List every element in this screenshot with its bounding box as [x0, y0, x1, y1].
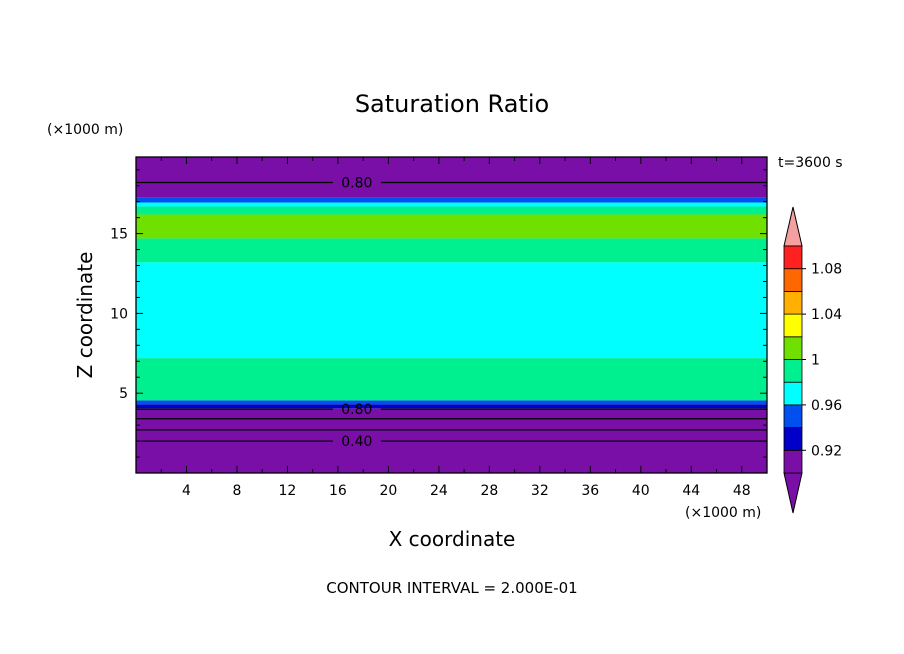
x-tick-label: 40 — [632, 483, 650, 499]
colorbar-swatch-1 — [783, 427, 803, 451]
x-tick-label: 48 — [733, 483, 751, 499]
contour-band-6 — [136, 214, 767, 239]
x-tick-label: 36 — [581, 483, 599, 499]
plot-frame — [135, 156, 768, 474]
contour-band-4 — [136, 262, 767, 359]
colorbar-over-arrow — [783, 206, 803, 247]
x-axis-unit: (×1000 m) — [685, 505, 761, 521]
plot-area: 0.40 0.80 0.80 — [135, 156, 768, 474]
y-axis-unit: (×1000 m) — [47, 122, 123, 138]
x-tick-label: 16 — [329, 483, 347, 499]
colorbar-swatch-3 — [783, 381, 803, 406]
colorbar-swatch-8 — [783, 268, 803, 292]
x-tick-label: 12 — [279, 483, 297, 499]
y-tick-label: 15 — [110, 227, 128, 243]
contour-band-10 — [136, 157, 767, 198]
time-label: t=3600 s — [778, 155, 843, 171]
colorbar-label: 0.92 — [811, 443, 842, 459]
colorbar-label: 1.08 — [811, 262, 842, 278]
colorbar-label: 1.04 — [811, 307, 842, 323]
colorbar-swatch-4 — [783, 359, 803, 383]
colorbar-swatch-2 — [783, 404, 803, 428]
colorbar-swatch-7 — [783, 290, 803, 315]
contour-interval-footer: CONTOUR INTERVAL = 2.000E-01 — [326, 579, 577, 597]
y-axis-ticks: 5 10 15 — [110, 169, 767, 458]
contour-band-2 — [136, 400, 767, 405]
colorbar-swatch-5 — [783, 336, 803, 360]
y-tick-label: 5 — [119, 386, 128, 402]
contour-band-1 — [136, 404, 767, 409]
contour-band-3 — [136, 358, 767, 401]
contour-label: 0.80 — [341, 176, 372, 192]
x-tick-label: 32 — [531, 483, 549, 499]
colorbar-swatch-9 — [783, 245, 803, 270]
y-tick-label: 10 — [110, 306, 128, 322]
x-axis-ticks: 4 8 12 16 20 24 28 32 36 40 44 48 — [160, 157, 768, 499]
x-tick-label: 20 — [379, 483, 397, 499]
x-tick-label: 4 — [182, 483, 191, 499]
chart-title: Saturation Ratio — [355, 90, 549, 118]
contour-band-5 — [136, 238, 767, 263]
colorbar-swatch-6 — [783, 313, 803, 338]
x-tick-label: 28 — [480, 483, 498, 499]
contour-band-7 — [136, 206, 767, 215]
x-axis-label: X coordinate — [389, 527, 516, 551]
contour-label: 0.40 — [341, 434, 372, 450]
x-tick-label: 44 — [682, 483, 700, 499]
x-tick-label: 8 — [232, 483, 241, 499]
colorbar: 0.92 0.96 1 1.04 1.08 — [783, 206, 842, 514]
colorbar-label: 0.96 — [811, 398, 842, 414]
contour-label: 0.80 — [341, 402, 372, 418]
contour-band-8 — [136, 202, 767, 207]
colorbar-label: 1 — [811, 353, 820, 369]
colorbar-swatch-0 — [783, 449, 803, 474]
x-tick-label: 24 — [430, 483, 448, 499]
y-axis-label: Z coordinate — [73, 252, 97, 379]
colorbar-under-arrow — [783, 472, 803, 514]
contour-band-9 — [136, 197, 767, 203]
